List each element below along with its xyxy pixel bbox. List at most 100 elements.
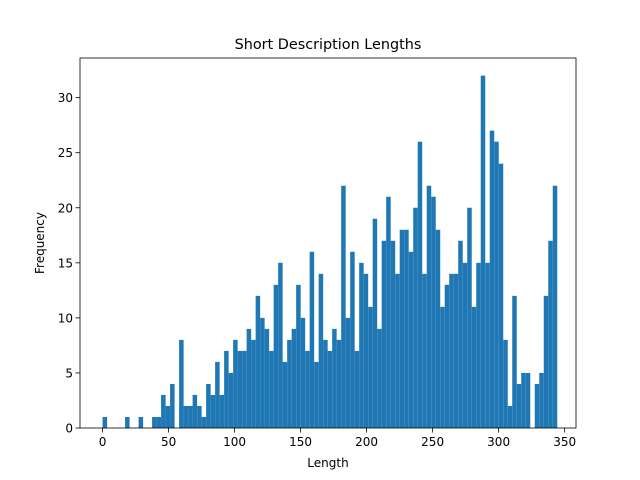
bar-52 bbox=[336, 339, 342, 428]
bar-17 bbox=[179, 339, 184, 428]
bar-46 bbox=[309, 251, 315, 428]
bar-70 bbox=[417, 141, 423, 428]
bar-50 bbox=[327, 350, 333, 428]
bar-75 bbox=[440, 306, 445, 428]
bar-66 bbox=[399, 229, 405, 428]
bar-35 bbox=[260, 317, 265, 428]
x-tick-label-50: 50 bbox=[161, 435, 176, 449]
bar-87 bbox=[494, 141, 499, 428]
y-tick-label-30: 30 bbox=[58, 91, 73, 105]
bar-8 bbox=[138, 416, 144, 428]
x-tick-label-150: 150 bbox=[289, 435, 312, 449]
bar-90 bbox=[507, 405, 513, 428]
bars-group bbox=[102, 75, 558, 429]
y-tick-label-25: 25 bbox=[58, 146, 73, 160]
y-tick-label-10: 10 bbox=[58, 311, 73, 325]
bar-48 bbox=[318, 273, 324, 428]
y-tick-label-15: 15 bbox=[58, 256, 73, 270]
bar-21 bbox=[197, 405, 202, 428]
bar-20 bbox=[192, 394, 198, 428]
bar-18 bbox=[183, 405, 189, 428]
bar-37 bbox=[269, 350, 274, 428]
bar-33 bbox=[251, 339, 256, 428]
bar-68 bbox=[408, 251, 414, 428]
chart-title: Short Description Lengths bbox=[235, 37, 422, 53]
bar-30 bbox=[237, 350, 243, 428]
bar-59 bbox=[368, 306, 373, 428]
bar-15 bbox=[170, 383, 175, 428]
bar-22 bbox=[201, 416, 207, 428]
bar-62 bbox=[381, 240, 387, 428]
x-axis-label: Length bbox=[307, 456, 348, 470]
bar-12 bbox=[156, 416, 162, 428]
bar-61 bbox=[377, 328, 382, 428]
bar-60 bbox=[372, 218, 378, 428]
x-tick-label-0: 0 bbox=[99, 435, 107, 449]
x-tick-label-200: 200 bbox=[355, 435, 378, 449]
bar-85 bbox=[485, 262, 490, 428]
bar-96 bbox=[534, 383, 540, 428]
bar-82 bbox=[471, 306, 477, 428]
bar-39 bbox=[278, 262, 283, 428]
bar-41 bbox=[287, 339, 292, 428]
bar-0 bbox=[102, 416, 108, 428]
bar-71 bbox=[422, 273, 427, 428]
bar-36 bbox=[264, 328, 270, 428]
bar-92 bbox=[516, 383, 522, 428]
bar-57 bbox=[359, 262, 364, 428]
bar-78 bbox=[453, 273, 459, 428]
bar-67 bbox=[404, 229, 409, 428]
y-tick-label-20: 20 bbox=[58, 201, 73, 215]
bar-89 bbox=[503, 339, 508, 428]
x-tick-label-250: 250 bbox=[421, 435, 444, 449]
x-tick-label-300: 300 bbox=[487, 435, 510, 449]
bar-80 bbox=[462, 262, 468, 428]
bar-54 bbox=[345, 317, 351, 428]
bar-43 bbox=[296, 284, 301, 428]
bar-11 bbox=[152, 416, 157, 428]
bar-34 bbox=[255, 295, 261, 428]
bar-94 bbox=[525, 372, 531, 428]
bar-86 bbox=[489, 130, 495, 428]
bar-69 bbox=[413, 207, 418, 428]
bar-5 bbox=[125, 416, 130, 428]
bar-98 bbox=[543, 295, 549, 428]
bar-32 bbox=[246, 328, 252, 428]
bar-47 bbox=[314, 361, 319, 428]
bar-58 bbox=[363, 273, 369, 428]
bar-14 bbox=[165, 405, 171, 428]
bar-99 bbox=[548, 240, 553, 428]
bar-63 bbox=[386, 196, 391, 428]
bar-65 bbox=[395, 273, 400, 428]
bar-28 bbox=[228, 372, 234, 428]
bar-56 bbox=[354, 350, 360, 428]
bar-29 bbox=[233, 339, 238, 428]
plot-frame bbox=[79, 57, 577, 429]
bar-81 bbox=[467, 207, 472, 428]
bar-74 bbox=[435, 229, 441, 428]
bar-73 bbox=[431, 196, 436, 428]
bar-100 bbox=[552, 185, 558, 428]
bar-49 bbox=[323, 339, 328, 428]
bar-13 bbox=[161, 394, 166, 428]
bar-55 bbox=[350, 251, 355, 428]
bar-88 bbox=[498, 163, 504, 428]
bar-24 bbox=[210, 394, 216, 428]
bar-93 bbox=[521, 372, 526, 428]
bar-83 bbox=[476, 262, 481, 428]
bar-84 bbox=[480, 75, 486, 429]
bar-19 bbox=[188, 405, 193, 428]
bar-40 bbox=[282, 361, 288, 428]
y-tick-label-5: 5 bbox=[65, 366, 73, 380]
x-axis-ticks: 0 50 100 150 200 250 300 350 bbox=[99, 428, 576, 449]
bar-38 bbox=[273, 284, 279, 428]
bar-64 bbox=[390, 240, 396, 428]
bar-53 bbox=[341, 185, 346, 428]
bar-31 bbox=[242, 350, 247, 428]
y-tick-label-0: 0 bbox=[65, 422, 73, 436]
bar-76 bbox=[444, 284, 450, 428]
y-axis-ticks: 0 5 10 15 20 25 30 bbox=[58, 91, 80, 436]
bar-44 bbox=[300, 317, 306, 428]
bar-97 bbox=[539, 372, 544, 428]
